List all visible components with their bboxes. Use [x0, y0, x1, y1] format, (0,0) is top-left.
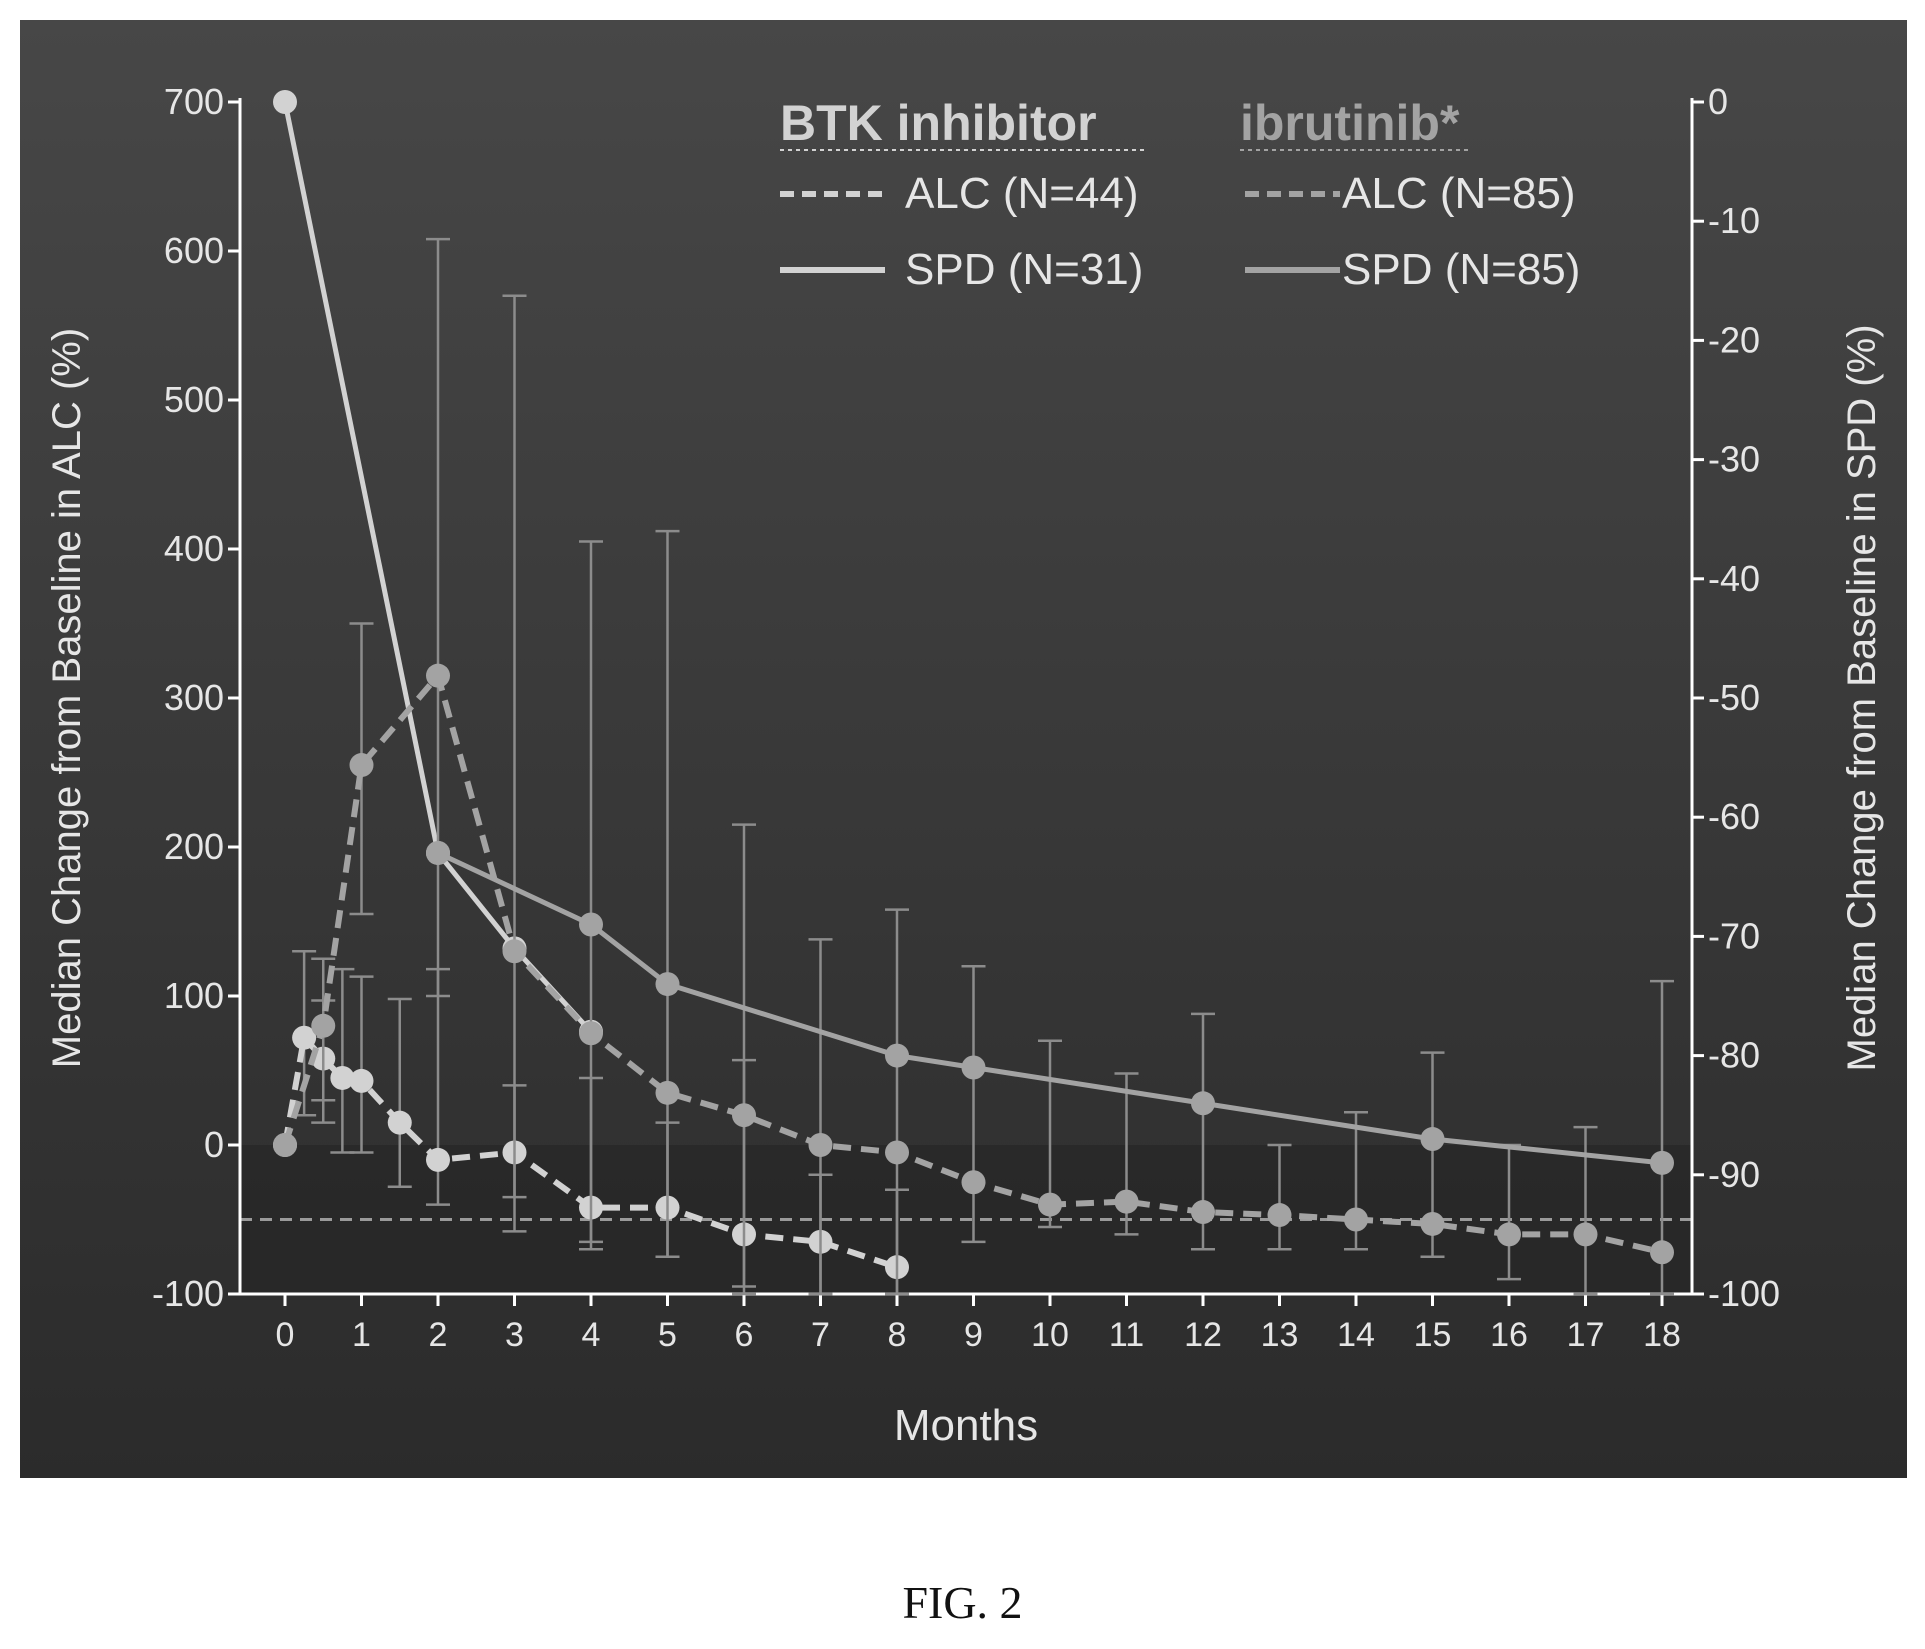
data-point — [732, 1103, 756, 1128]
data-point — [426, 1147, 450, 1172]
x-tick-label: 9 — [964, 1316, 983, 1354]
x-tick-label: 2 — [429, 1316, 448, 1354]
data-point — [885, 1140, 909, 1165]
data-point — [885, 1043, 909, 1068]
series-3 — [426, 840, 1674, 1175]
y-right-tick-label: 0 — [1708, 81, 1728, 122]
x-tick-label: 0 — [276, 1316, 295, 1354]
legend-entry: ALC (N=44) — [905, 169, 1139, 218]
y-left-tick-label: 600 — [164, 230, 224, 271]
y-right-tick-label: -70 — [1708, 915, 1760, 956]
legend-group-title: BTK inhibitor — [780, 95, 1097, 151]
data-point — [1497, 1222, 1521, 1247]
x-tick-label: 12 — [1184, 1316, 1222, 1354]
y-left-tick-label: 0 — [204, 1124, 224, 1165]
x-tick-label: 16 — [1490, 1316, 1528, 1354]
y-left-axis-title: Median Change from Baseline in ALC (%) — [45, 328, 89, 1068]
data-point — [273, 90, 297, 114]
y-right-tick-label: -90 — [1708, 1154, 1760, 1195]
x-tick-label: 6 — [735, 1316, 754, 1354]
x-tick-label: 11 — [1109, 1316, 1144, 1354]
series-line — [436, 850, 1663, 1166]
data-point — [579, 912, 603, 937]
data-point — [330, 1065, 355, 1090]
data-point — [349, 1068, 374, 1093]
y-right-tick-label: -40 — [1708, 558, 1760, 599]
y-left-tick-label: 700 — [164, 81, 224, 122]
data-point — [502, 939, 527, 964]
data-point — [655, 1080, 680, 1105]
y-left-tick-label: 200 — [164, 826, 224, 867]
y-left-tick-label: 400 — [164, 528, 224, 569]
data-point — [1650, 1240, 1674, 1265]
y-right-tick-label: -60 — [1708, 796, 1760, 837]
data-point — [349, 753, 374, 778]
data-point — [1420, 1127, 1445, 1152]
data-point — [1573, 1222, 1598, 1247]
data-point — [387, 1110, 412, 1135]
data-point — [426, 840, 450, 865]
x-tick-label: 10 — [1031, 1316, 1069, 1354]
data-point — [1650, 1150, 1674, 1175]
figure-caption: FIG. 2 — [902, 1577, 1023, 1628]
data-point — [292, 1025, 317, 1050]
y-left-tick-label: -100 — [152, 1273, 224, 1314]
legend-entry: ALC (N=85) — [1342, 169, 1576, 218]
x-tick-label: 1 — [352, 1316, 371, 1354]
data-point — [273, 1133, 297, 1157]
x-tick-label: 5 — [658, 1316, 677, 1354]
data-point — [655, 972, 680, 997]
y-right-tick-label: -50 — [1708, 677, 1760, 718]
x-tick-label: 13 — [1261, 1316, 1299, 1354]
y-right-tick-label: -10 — [1708, 200, 1760, 241]
x-tick-label: 14 — [1337, 1316, 1375, 1354]
x-tick-label: 7 — [811, 1316, 830, 1354]
y-right-tick-label: -100 — [1708, 1273, 1780, 1314]
data-point — [1267, 1203, 1292, 1228]
series-line — [282, 669, 1663, 1256]
data-point — [1344, 1207, 1368, 1232]
data-point — [579, 1021, 603, 1046]
x-tick-label: 17 — [1567, 1316, 1605, 1354]
data-point — [961, 1055, 986, 1080]
data-point — [1191, 1091, 1215, 1116]
y-left-tick-label: 100 — [164, 975, 224, 1016]
legend: BTK inhibitor ALC (N=44) SPD (N=31) ibrutin… — [780, 95, 1580, 294]
data-point — [1038, 1192, 1062, 1217]
x-tick-label: 8 — [888, 1316, 907, 1354]
data-point — [1114, 1189, 1139, 1214]
y-right-tick-label: -80 — [1708, 1035, 1760, 1076]
legend-group-title: ibrutinib* — [1240, 95, 1460, 151]
data-point — [426, 663, 450, 688]
series-2 — [273, 237, 1674, 1296]
y-left-tick-label: 300 — [164, 677, 224, 718]
y-left-tick-label: 500 — [164, 379, 224, 420]
data-point — [311, 1013, 336, 1038]
data-point — [1420, 1211, 1445, 1236]
y-right-tick-label: -20 — [1708, 319, 1760, 360]
data-point — [1191, 1200, 1215, 1225]
x-axis-title: Months — [894, 1401, 1038, 1450]
y-right-axis-title: Median Change from Baseline in SPD (%) — [1840, 324, 1884, 1071]
legend-entry: SPD (N=85) — [1342, 245, 1580, 294]
data-point — [961, 1170, 986, 1195]
y-right-tick-label: -30 — [1708, 439, 1760, 480]
data-point — [808, 1133, 833, 1157]
x-tick-label: 3 — [505, 1316, 524, 1354]
x-tick-label: 15 — [1414, 1316, 1452, 1354]
x-tick-label: 18 — [1643, 1316, 1681, 1354]
x-tick-label: 4 — [582, 1316, 601, 1354]
legend-entry: SPD (N=31) — [905, 245, 1143, 294]
